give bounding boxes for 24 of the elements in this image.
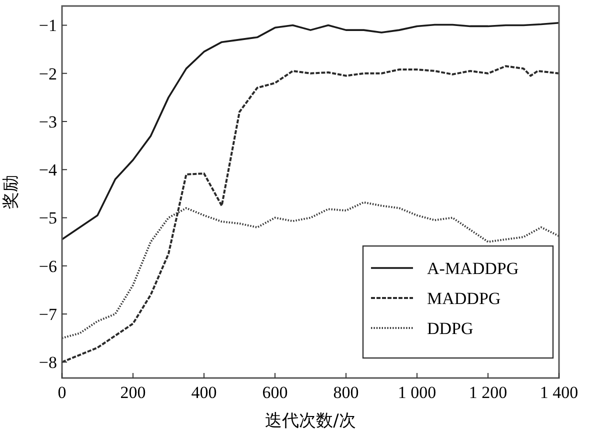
legend-label: DDPG	[427, 318, 474, 338]
x-tick-label: 1 000	[398, 383, 436, 402]
line-series	[61, 201, 560, 340]
y-tick-label: −3	[38, 112, 57, 132]
x-tick-label: 400	[191, 383, 217, 402]
y-axis-title: 奖励	[1, 175, 21, 209]
x-axis-title: 迭代次数/次	[265, 411, 356, 431]
y-tick-label: −7	[38, 304, 58, 324]
y-tick-label: −8	[38, 353, 57, 372]
legend-label: A-MADDPG	[427, 258, 519, 278]
x-tick-label: 1 400	[540, 383, 578, 402]
x-tick-label: 200	[120, 383, 146, 402]
y-tick-label: −4	[38, 160, 58, 180]
x-tick-label: 800	[333, 383, 359, 402]
x-tick-label: 1 200	[468, 383, 508, 402]
x-tick-label: 600	[262, 383, 288, 402]
y-tick-label: −1	[38, 16, 57, 36]
line-series	[61, 65, 560, 364]
y-tick-label: −6	[38, 256, 57, 276]
y-tick-label: −5	[38, 208, 57, 228]
line-series	[61, 22, 560, 240]
x-tick-label: 0	[58, 383, 66, 402]
legend-label: MADDPG	[427, 288, 501, 308]
y-tick-label: −2	[38, 64, 57, 84]
